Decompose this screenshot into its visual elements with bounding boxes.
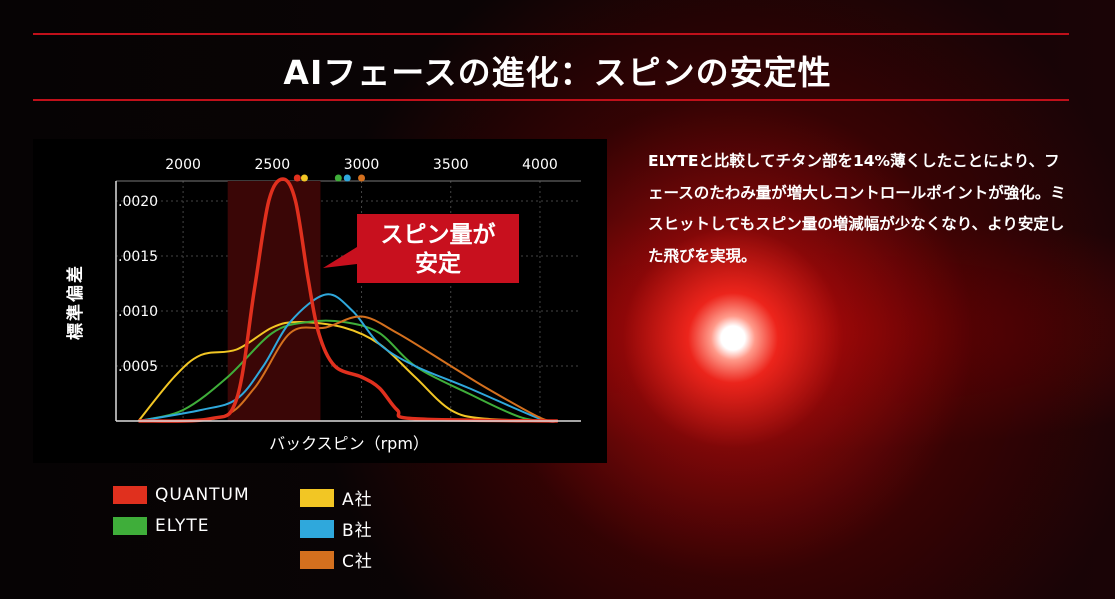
series-line-1 bbox=[138, 319, 558, 422]
y-tick-label: .0015 bbox=[118, 249, 158, 265]
series-line-4 bbox=[138, 315, 558, 423]
x-tick-label: 2500 bbox=[254, 157, 290, 173]
highlight-band bbox=[227, 181, 321, 421]
legend-item-a: A社 bbox=[300, 485, 373, 510]
legend-swatch bbox=[113, 486, 147, 504]
legend-swatch bbox=[300, 488, 334, 507]
title-bottom-rule bbox=[33, 99, 1069, 101]
description-text: ELYTEと比較してチタン部を14%薄くしたことにより、フェースのたわみ量が増大… bbox=[648, 152, 1066, 265]
legend-label: QUANTUM bbox=[155, 485, 250, 505]
series-line-0 bbox=[138, 177, 558, 423]
x-tick-label: 4000 bbox=[522, 157, 558, 173]
legend-swatch bbox=[300, 550, 334, 569]
x-tick-label: 2000 bbox=[165, 157, 201, 173]
legend-item-c: C社 bbox=[300, 547, 373, 572]
legend-label: A社 bbox=[342, 490, 373, 510]
peak-marker-0 bbox=[293, 174, 301, 182]
callout-box bbox=[323, 214, 519, 283]
legend-item-quantum: QUANTUM bbox=[113, 485, 250, 505]
peak-marker-1 bbox=[334, 174, 342, 182]
x-tick-label: 3500 bbox=[433, 157, 469, 173]
legend-label: ELYTE bbox=[155, 516, 210, 536]
callout-line2: 安定 bbox=[415, 250, 461, 277]
title-top-rule bbox=[33, 33, 1069, 35]
peak-marker-4 bbox=[358, 174, 366, 182]
y-axis-label: 標準偏差 bbox=[65, 264, 86, 340]
x-axis-label: バックスピン（rpm） bbox=[269, 434, 429, 453]
y-tick-label: .0005 bbox=[118, 359, 158, 375]
legend-label: B社 bbox=[342, 521, 373, 541]
series-line-2 bbox=[137, 320, 558, 422]
legend-item-b: B社 bbox=[300, 516, 373, 541]
y-tick-label: .0010 bbox=[118, 304, 158, 320]
series-line-3 bbox=[138, 293, 558, 423]
x-tick-label: 3000 bbox=[344, 157, 380, 173]
callout-line1: スピン量が bbox=[381, 221, 496, 248]
legend-swatch bbox=[113, 517, 147, 535]
legend-item-elyte: ELYTE bbox=[113, 516, 209, 536]
annotation-callout: スピン量が 安定 bbox=[323, 214, 519, 283]
legend-label: C社 bbox=[342, 552, 373, 572]
page-title: AIフェースの進化：スピンの安定性 bbox=[283, 53, 832, 92]
spin-chart: 2000 2500 3000 3500 4000 .0005 .0010 .0015 .0020… bbox=[65, 157, 581, 453]
peak-marker-3 bbox=[343, 174, 351, 182]
chart-panel: 2000 2500 3000 3500 4000 .0005 .0010 .0015 .0020… bbox=[33, 139, 607, 463]
peak-marker-2 bbox=[300, 174, 308, 182]
y-tick-label: .0020 bbox=[118, 194, 158, 210]
legend-swatch bbox=[300, 519, 334, 538]
